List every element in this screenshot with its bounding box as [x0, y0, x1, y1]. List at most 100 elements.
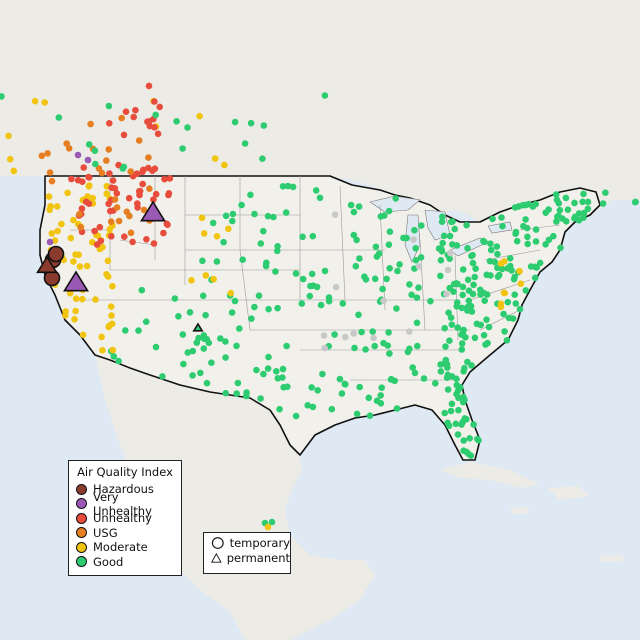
monitor-point — [339, 300, 347, 307]
monitor-point — [135, 327, 142, 334]
monitor-point — [108, 184, 115, 191]
monitor-point — [205, 339, 213, 347]
monitor-point — [444, 266, 452, 274]
monitor-point — [417, 253, 425, 261]
monitor-point — [265, 305, 272, 313]
cuba-island — [440, 462, 540, 488]
monitor-point — [284, 182, 292, 190]
monitor-point — [385, 241, 393, 248]
monitor-point — [507, 262, 514, 270]
monitor-point — [480, 237, 487, 245]
monitor-point — [307, 282, 314, 290]
monitor-point — [494, 264, 501, 272]
monitor-point — [494, 250, 501, 258]
monitor-point — [458, 421, 465, 428]
monitor-point — [115, 357, 122, 365]
monitor-point — [403, 234, 410, 242]
monitor-point — [202, 311, 209, 319]
monitor-point — [448, 400, 456, 408]
monitor-point — [316, 194, 324, 202]
monitor-point — [99, 243, 106, 251]
legend-label: Hazardous — [93, 482, 154, 497]
lake-superior — [369, 195, 421, 213]
monitor-point — [179, 331, 187, 338]
monitor-point — [524, 233, 531, 241]
monitor-point — [504, 298, 512, 306]
monitor-point — [109, 177, 117, 184]
puerto-rico-island — [600, 555, 624, 562]
monitor-point — [523, 224, 531, 232]
monitor-point — [58, 220, 65, 228]
monitor-point — [378, 384, 386, 392]
monitor-point — [411, 369, 419, 377]
monitor-point — [522, 287, 530, 294]
legend-label: Moderate — [93, 540, 148, 555]
monitor-point — [631, 198, 639, 206]
monitor-point — [584, 205, 592, 213]
monitor-point — [427, 297, 434, 305]
monitor-point — [476, 286, 484, 294]
monitor-point — [351, 344, 358, 352]
monitor-point — [95, 165, 103, 172]
monitor-point — [292, 270, 300, 277]
monitor-point — [165, 190, 173, 197]
monitor-point — [265, 353, 272, 361]
monitor-point — [62, 308, 69, 315]
monitor-point — [497, 300, 505, 308]
monitor-point — [164, 221, 171, 228]
monitor-point — [76, 210, 83, 218]
monitor-point — [493, 243, 501, 250]
monitor-point — [309, 403, 317, 411]
monitor-point — [92, 296, 99, 303]
monitor-point — [320, 332, 328, 339]
monitor-point — [439, 213, 446, 220]
monitor-point — [264, 523, 272, 531]
monitor-point — [213, 258, 221, 265]
monitor-point — [144, 118, 151, 125]
legend-row-moderate: Moderate — [69, 540, 181, 555]
monitor-point — [437, 272, 444, 280]
monitor-point — [106, 225, 114, 233]
monitor-point — [189, 372, 196, 379]
monitor-point — [418, 222, 425, 229]
monitor-point — [446, 232, 454, 240]
monitor-point — [222, 338, 229, 345]
monitor-point — [413, 294, 421, 302]
monitor-point — [483, 291, 491, 298]
monitor-point — [350, 330, 358, 337]
monitor-point — [151, 124, 158, 131]
legend-label-temporary: temporary — [229, 536, 290, 551]
canada-landmass — [0, 0, 640, 235]
monitor-point — [350, 208, 358, 216]
monitor-point — [68, 175, 75, 183]
monitor-point — [469, 290, 477, 298]
legend-swatch — [76, 556, 87, 568]
monitor-point — [184, 124, 191, 131]
legend-row-temporary: temporary — [204, 536, 290, 551]
monitor-point — [362, 276, 370, 283]
monitor-point — [283, 342, 290, 350]
monitor-point — [262, 262, 270, 270]
monitor-point — [210, 275, 217, 283]
monitor-point — [358, 328, 365, 336]
monitor-point — [105, 102, 113, 110]
monitor-point — [406, 281, 413, 288]
monitor-point — [393, 305, 400, 312]
monitor-point — [512, 228, 520, 236]
monitor-point — [65, 145, 73, 152]
monitor-point — [225, 225, 232, 233]
monitor-point — [459, 291, 467, 299]
legend-label: Very Unhealthy — [92, 489, 152, 518]
monitor-point — [78, 205, 86, 212]
monitor-point — [366, 412, 374, 420]
monitor-point — [391, 377, 399, 385]
monitor-point — [481, 297, 489, 305]
monitor-point — [584, 198, 592, 206]
monitor-point — [412, 245, 420, 252]
monitor-point — [228, 309, 236, 316]
monitor-point — [342, 381, 349, 388]
monitor-point — [122, 327, 129, 334]
legend-swatch — [76, 498, 87, 510]
monitor-point — [420, 375, 428, 382]
monitor-point — [213, 233, 221, 240]
